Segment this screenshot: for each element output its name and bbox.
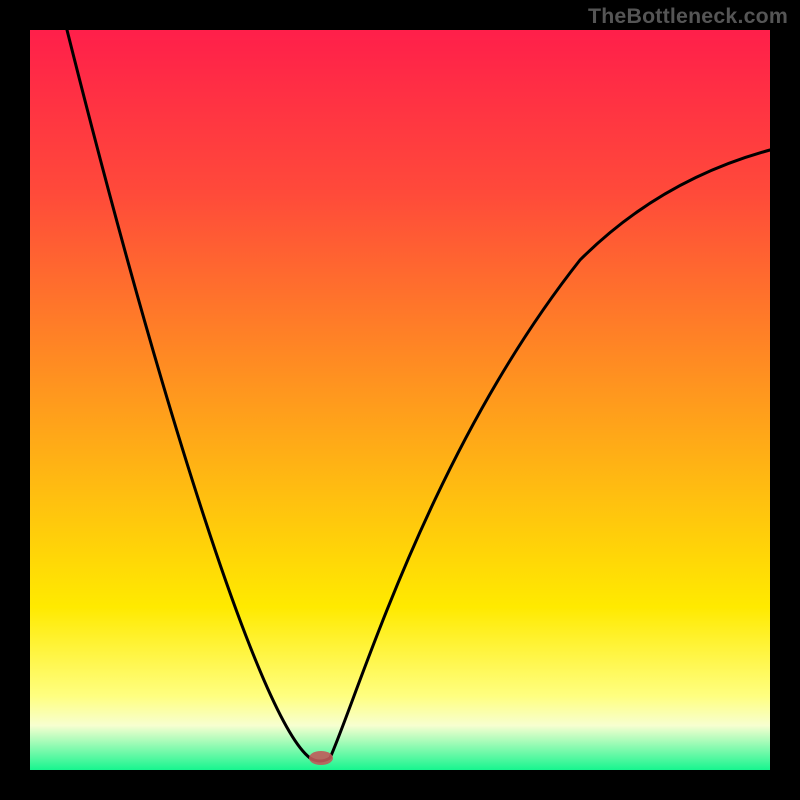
watermark-text: TheBottleneck.com [588,4,788,29]
optimum-marker [309,751,333,765]
bottleneck-curve [67,30,770,761]
curve-svg [30,30,770,770]
chart-frame: TheBottleneck.com [0,0,800,800]
